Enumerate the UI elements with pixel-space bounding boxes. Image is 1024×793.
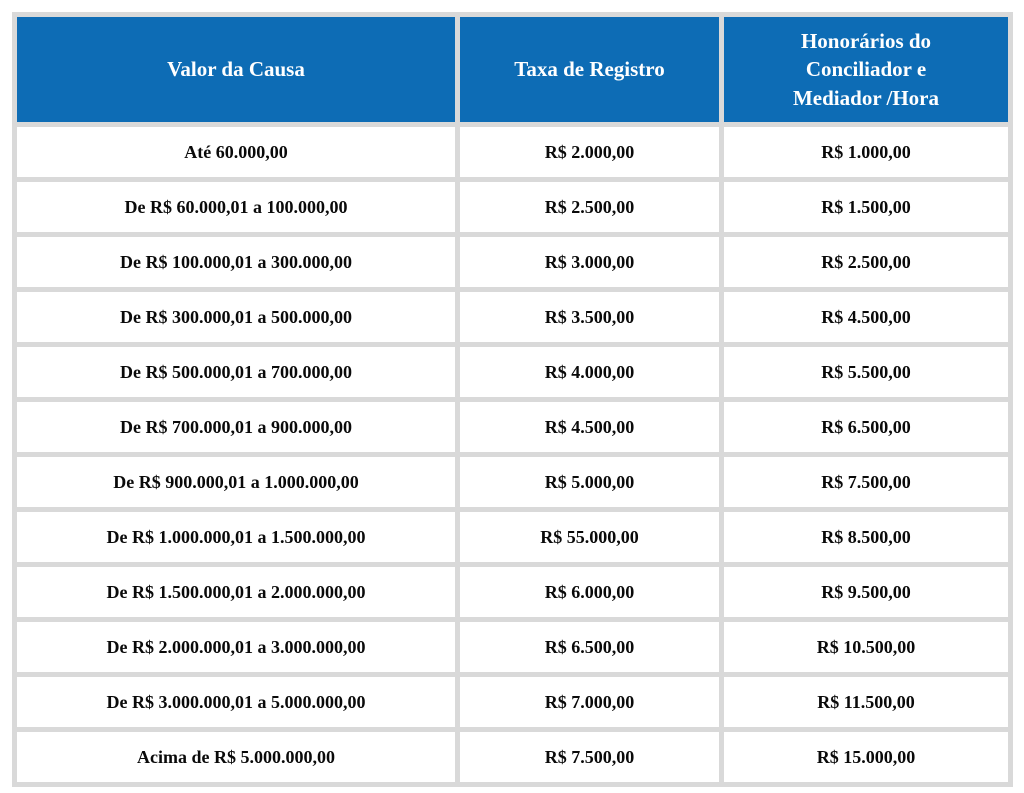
cell-honorarios: R$ 1.500,00	[724, 182, 1008, 232]
table-row: De R$ 3.000.000,01 a 5.000.000,00 R$ 7.0…	[17, 677, 1008, 727]
table-row: De R$ 60.000,01 a 100.000,00 R$ 2.500,00…	[17, 182, 1008, 232]
header-cell-taxa-de-registro: Taxa de Registro	[460, 17, 719, 122]
cell-valor: Até 60.000,00	[17, 127, 455, 177]
cell-valor: De R$ 500.000,01 a 700.000,00	[17, 347, 455, 397]
cell-honorarios: R$ 10.500,00	[724, 622, 1008, 672]
table-body: Até 60.000,00 R$ 2.000,00 R$ 1.000,00 De…	[17, 127, 1008, 782]
cell-taxa: R$ 3.500,00	[460, 292, 719, 342]
header-cell-honorarios: Honorários do Conciliador e Mediador /Ho…	[724, 17, 1008, 122]
table-row: Até 60.000,00 R$ 2.000,00 R$ 1.000,00	[17, 127, 1008, 177]
cell-taxa: R$ 2.000,00	[460, 127, 719, 177]
cell-taxa: R$ 5.000,00	[460, 457, 719, 507]
cell-honorarios: R$ 2.500,00	[724, 237, 1008, 287]
cell-taxa: R$ 55.000,00	[460, 512, 719, 562]
cell-honorarios: R$ 8.500,00	[724, 512, 1008, 562]
table-row: De R$ 1.500.000,01 a 2.000.000,00 R$ 6.0…	[17, 567, 1008, 617]
cell-valor: De R$ 900.000,01 a 1.000.000,00	[17, 457, 455, 507]
cell-honorarios: R$ 1.000,00	[724, 127, 1008, 177]
table-row: De R$ 900.000,01 a 1.000.000,00 R$ 5.000…	[17, 457, 1008, 507]
table-header: Valor da Causa Taxa de Registro Honorári…	[17, 17, 1008, 122]
cell-honorarios: R$ 7.500,00	[724, 457, 1008, 507]
table-row: De R$ 1.000.000,01 a 1.500.000,00 R$ 55.…	[17, 512, 1008, 562]
cell-valor: De R$ 1.500.000,01 a 2.000.000,00	[17, 567, 455, 617]
header-label-taxa-de-registro: Taxa de Registro	[514, 57, 665, 82]
cell-valor: Acima de R$ 5.000.000,00	[17, 732, 455, 782]
cell-taxa: R$ 4.500,00	[460, 402, 719, 452]
cell-valor: De R$ 300.000,01 a 500.000,00	[17, 292, 455, 342]
cell-honorarios: R$ 5.500,00	[724, 347, 1008, 397]
table-row: De R$ 300.000,01 a 500.000,00 R$ 3.500,0…	[17, 292, 1008, 342]
cell-taxa: R$ 3.000,00	[460, 237, 719, 287]
cell-valor: De R$ 60.000,01 a 100.000,00	[17, 182, 455, 232]
cell-honorarios: R$ 15.000,00	[724, 732, 1008, 782]
table-row: De R$ 100.000,01 a 300.000,00 R$ 3.000,0…	[17, 237, 1008, 287]
table-row: De R$ 700.000,01 a 900.000,00 R$ 4.500,0…	[17, 402, 1008, 452]
cell-taxa: R$ 4.000,00	[460, 347, 719, 397]
header-row: Valor da Causa Taxa de Registro Honorári…	[17, 17, 1008, 122]
cell-valor: De R$ 700.000,01 a 900.000,00	[17, 402, 455, 452]
table-row: De R$ 500.000,01 a 700.000,00 R$ 4.000,0…	[17, 347, 1008, 397]
cell-honorarios: R$ 11.500,00	[724, 677, 1008, 727]
fee-table: Valor da Causa Taxa de Registro Honorári…	[12, 12, 1013, 787]
cell-valor: De R$ 2.000.000,01 a 3.000.000,00	[17, 622, 455, 672]
fee-table-container: Valor da Causa Taxa de Registro Honorári…	[12, 12, 1013, 787]
cell-valor: De R$ 1.000.000,01 a 1.500.000,00	[17, 512, 455, 562]
cell-honorarios: R$ 4.500,00	[724, 292, 1008, 342]
table-row: De R$ 2.000.000,01 a 3.000.000,00 R$ 6.5…	[17, 622, 1008, 672]
cell-taxa: R$ 7.000,00	[460, 677, 719, 727]
cell-honorarios: R$ 9.500,00	[724, 567, 1008, 617]
cell-taxa: R$ 2.500,00	[460, 182, 719, 232]
header-cell-valor-da-causa: Valor da Causa	[17, 17, 455, 122]
cell-honorarios: R$ 6.500,00	[724, 402, 1008, 452]
cell-taxa: R$ 6.000,00	[460, 567, 719, 617]
cell-valor: De R$ 3.000.000,01 a 5.000.000,00	[17, 677, 455, 727]
cell-taxa: R$ 6.500,00	[460, 622, 719, 672]
header-label-honorarios: Honorários do Conciliador e Mediador /Ho…	[792, 28, 939, 110]
cell-taxa: R$ 7.500,00	[460, 732, 719, 782]
header-label-valor-da-causa: Valor da Causa	[167, 57, 305, 82]
cell-valor: De R$ 100.000,01 a 300.000,00	[17, 237, 455, 287]
table-row: Acima de R$ 5.000.000,00 R$ 7.500,00 R$ …	[17, 732, 1008, 782]
